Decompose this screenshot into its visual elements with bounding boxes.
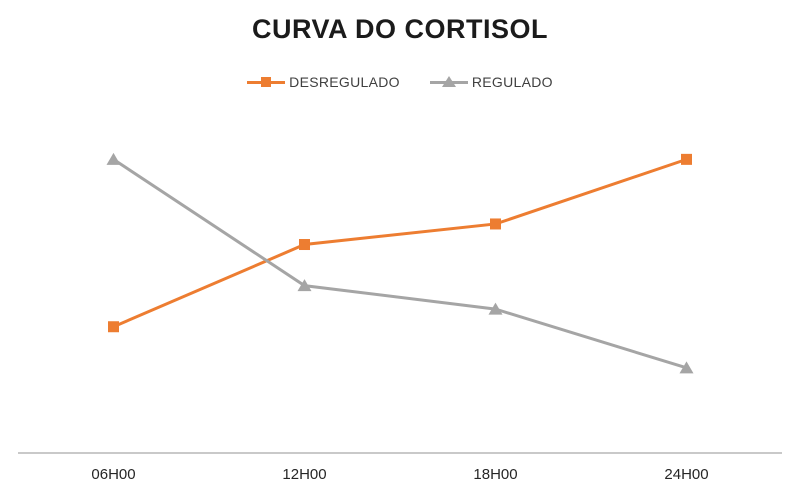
x-tick-label: 12H00 [282, 466, 327, 483]
regulado-triangle-marker-icon [429, 76, 468, 88]
series-line-desregulado [112, 157, 687, 329]
square-marker-desregulado [108, 321, 119, 333]
legend-label-desregulado: DESREGULADO [289, 74, 400, 90]
triangle-marker-icon [441, 76, 456, 88]
desregulado-square-marker-icon [247, 77, 286, 87]
legend-item-regulado: REGULADO [429, 74, 553, 90]
x-tick-label: 18H00 [473, 466, 518, 483]
legend-item-desregulado: DESREGULADO [247, 74, 400, 90]
square-marker-desregulado [681, 153, 692, 165]
square-marker-icon [261, 77, 272, 87]
x-tick-label: 06H00 [91, 466, 136, 483]
square-marker-desregulado [299, 239, 310, 251]
triangle-marker-regulado [679, 361, 694, 374]
chart-legend: DESREGULADO REGULADO [0, 74, 800, 90]
chart-title: CURVA DO CORTISOL [251, 14, 548, 44]
square-marker-desregulado [490, 218, 501, 230]
legend-label-regulado: REGULADO [471, 74, 553, 90]
x-tick-label: 24H00 [664, 466, 709, 483]
triangle-marker-regulado [297, 279, 312, 292]
triangle-marker-regulado [106, 152, 121, 165]
triangle-marker-regulado [488, 302, 503, 315]
series-line-regulado [112, 158, 687, 370]
